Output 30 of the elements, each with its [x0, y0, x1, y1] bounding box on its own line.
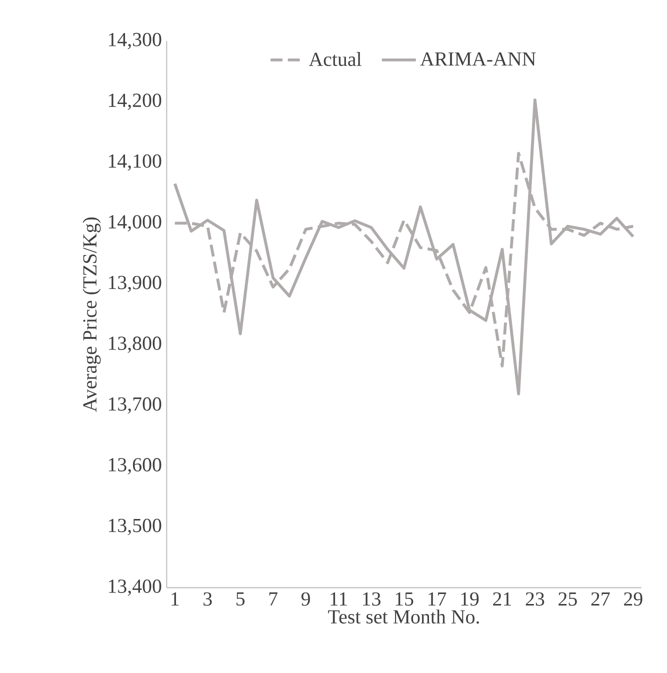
- x-tick-label: 11: [330, 592, 347, 606]
- y-tick-label: 13,800: [108, 336, 162, 353]
- legend-label: ARIMA-ANN: [420, 52, 536, 66]
- x-axis-title: Test set Month No.: [328, 610, 479, 624]
- x-tick-label: 21: [493, 592, 511, 606]
- y-tick-label: 14,300: [108, 32, 162, 50]
- x-tick-label: 5: [236, 592, 245, 606]
- x-tick-label: 17: [428, 592, 446, 606]
- x-tick-label: 7: [269, 592, 278, 606]
- x-tick-label: 3: [204, 592, 212, 606]
- x-tick-label: 13: [363, 592, 380, 606]
- x-tick-label: 27: [591, 592, 610, 606]
- x-tick-label: 19: [461, 592, 479, 606]
- x-tick-label: 25: [558, 592, 577, 606]
- y-tick-label: 14,000: [108, 215, 162, 232]
- x-tick-label: 1: [172, 592, 179, 606]
- y-tick-label: 13,500: [108, 518, 162, 536]
- x-tick-label: 15: [396, 592, 414, 606]
- y-tick-label: 14,200: [108, 94, 162, 110]
- x-tick-label: 23: [526, 592, 544, 606]
- line-series: [173, 98, 635, 396]
- y-tick-label: 13,900: [108, 276, 162, 292]
- y-axis-title: Average Price (TZS/Kg): [82, 217, 101, 412]
- y-tick-label: 13,600: [108, 458, 162, 474]
- y-tick-label: 14,100: [108, 154, 162, 171]
- y-tick-label: 13,700: [108, 397, 162, 414]
- legend-label: Actual: [308, 52, 362, 66]
- y-tick-label: 13,400: [108, 580, 162, 596]
- x-tick-label: 9: [301, 592, 310, 606]
- x-tick-label: 29: [624, 592, 642, 606]
